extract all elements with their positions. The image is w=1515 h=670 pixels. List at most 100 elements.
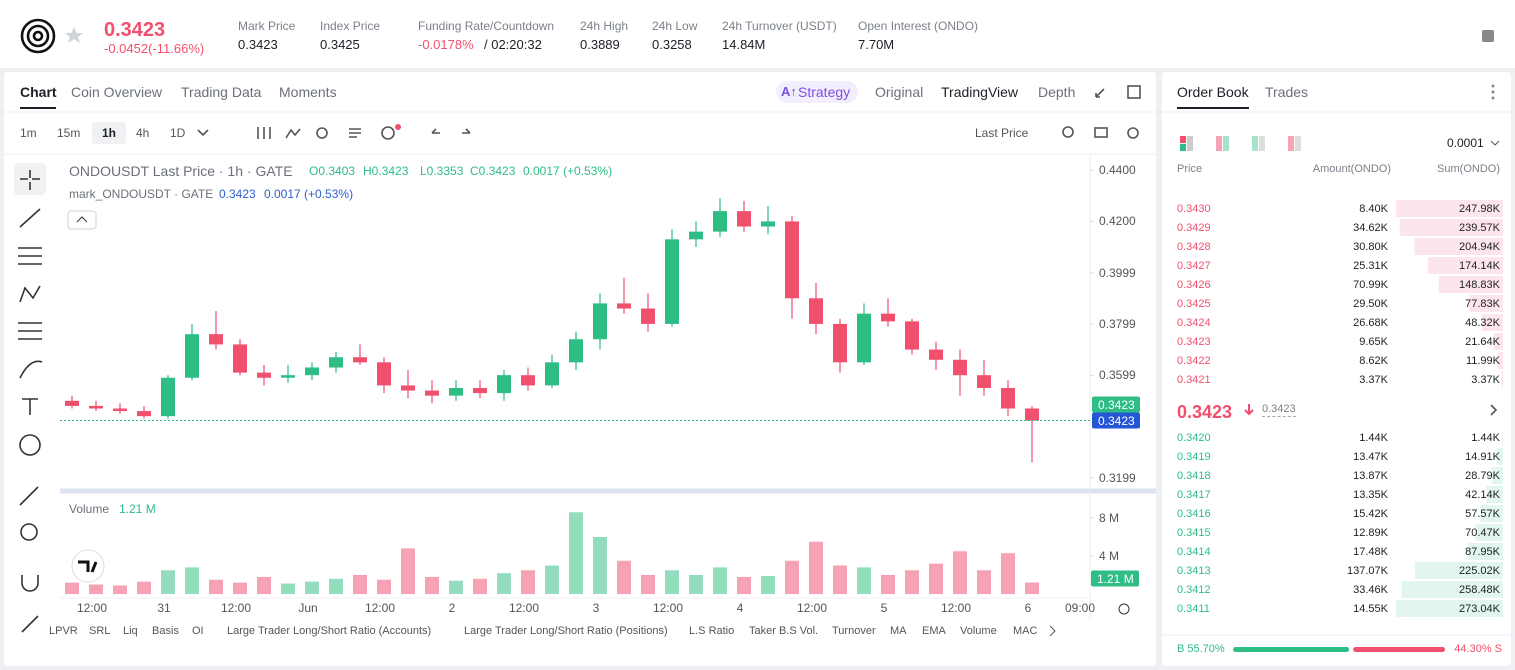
- more-icon[interactable]: [1491, 84, 1495, 100]
- volume-bar: [209, 579, 223, 594]
- view-tab[interactable]: Original: [875, 84, 924, 100]
- indicator-tab[interactable]: EMA: [922, 625, 946, 637]
- candle-body: [689, 231, 703, 240]
- ohlc-value: L0.3353: [420, 164, 464, 178]
- precision[interactable]: 0.0001: [1447, 136, 1484, 150]
- book-price[interactable]: 0.3414: [1177, 546, 1211, 558]
- book-price[interactable]: 0.3423: [1177, 336, 1211, 348]
- depth-bar: [1501, 371, 1503, 388]
- volume-bar: [257, 576, 271, 594]
- book-price[interactable]: 0.3415: [1177, 527, 1211, 539]
- book-price[interactable]: 0.3411: [1177, 603, 1210, 615]
- candle-body: [473, 387, 487, 394]
- x-tick-label: 6: [1024, 601, 1032, 615]
- indicator-tab[interactable]: OI: [192, 625, 204, 637]
- book-price[interactable]: 0.3412: [1177, 584, 1211, 596]
- volume-bar: [497, 573, 511, 594]
- book-price[interactable]: 0.3425: [1177, 298, 1211, 310]
- depth-bar: [1469, 295, 1503, 312]
- book-price[interactable]: 0.3421: [1177, 374, 1211, 386]
- chart-tab[interactable]: Moments: [279, 84, 337, 100]
- volume-tick-label: 8 M: [1099, 511, 1120, 525]
- indicator-tab[interactable]: Volume: [960, 625, 997, 637]
- interval[interactable]: 1m: [20, 126, 37, 140]
- book-price[interactable]: 0.3424: [1177, 317, 1211, 329]
- book-price[interactable]: 0.3430: [1177, 203, 1211, 215]
- x-tick-label: 12:00: [940, 601, 972, 615]
- volume-bar: [113, 585, 127, 594]
- volume-bar: [161, 570, 175, 594]
- indicator-tab[interactable]: L.S Ratio: [689, 625, 735, 637]
- candle-body: [953, 359, 967, 376]
- indicator-tab[interactable]: Large Trader Long/Short Ratio (Positions…: [464, 625, 668, 637]
- favorite-star[interactable]: [65, 27, 83, 43]
- interval[interactable]: 1h: [102, 126, 117, 140]
- book-price[interactable]: 0.3417: [1177, 489, 1211, 501]
- candle-body: [353, 357, 367, 363]
- indicator-tab[interactable]: Turnover: [832, 625, 876, 637]
- strategy-pill[interactable]: [776, 81, 858, 103]
- chart-tab[interactable]: Trading Data: [181, 84, 262, 100]
- candle-body: [1025, 408, 1039, 421]
- view-tab[interactable]: TradingView: [941, 84, 1019, 100]
- settings-icon[interactable]: [1118, 603, 1130, 615]
- indicator-tab[interactable]: Large Trader Long/Short Ratio (Accounts): [227, 625, 432, 637]
- book-price[interactable]: 0.3427: [1177, 260, 1211, 272]
- interval[interactable]: 15m: [57, 126, 81, 140]
- volume-tick-label: 4 M: [1099, 549, 1120, 563]
- volume-bar: [425, 576, 439, 594]
- interval-selected[interactable]: [92, 122, 126, 144]
- indicator-tab[interactable]: Liq: [123, 625, 138, 637]
- indicator-tab[interactable]: MA: [890, 625, 907, 637]
- interval[interactable]: 1D: [170, 126, 186, 140]
- indicator-tab[interactable]: Taker B.S Vol.: [749, 625, 819, 637]
- view-tab[interactable]: Strategy: [798, 84, 851, 100]
- book-tab[interactable]: Trades: [1265, 84, 1309, 100]
- book-price[interactable]: 0.3426: [1177, 279, 1211, 291]
- scroll-right[interactable]: [1049, 625, 1056, 637]
- drawing-tools[interactable]: [14, 163, 46, 633]
- book-amount: 1.44K: [1359, 432, 1388, 444]
- stat-value: 0.3423: [238, 37, 278, 52]
- depth-mode-icons[interactable]: [1180, 136, 1301, 151]
- menu-icon[interactable]: [1482, 30, 1494, 42]
- indicator-tab[interactable]: MACD: [1013, 625, 1037, 637]
- collapse-icon: [76, 216, 88, 223]
- collapse-button[interactable]: [67, 210, 97, 230]
- indicator-tab[interactable]: LPVR: [49, 625, 78, 637]
- indicator-tab[interactable]: SRL: [89, 625, 111, 637]
- book-sum: 174.14K: [1459, 260, 1500, 272]
- view-tab[interactable]: Depth: [1038, 84, 1076, 100]
- candle-body: [185, 334, 199, 378]
- depth-bar: [1491, 467, 1503, 484]
- candle-body: [929, 349, 943, 360]
- interval[interactable]: 4h: [136, 126, 150, 140]
- volume-bar: [929, 563, 943, 594]
- chart-tab[interactable]: Coin Overview: [71, 84, 163, 100]
- depth-bar: [1497, 448, 1503, 465]
- book-price[interactable]: 0.3422: [1177, 355, 1211, 367]
- book-price[interactable]: 0.3418: [1177, 470, 1211, 482]
- book-price[interactable]: 0.3416: [1177, 508, 1211, 520]
- depth-bar: [1396, 600, 1503, 617]
- badge-dot: [395, 124, 401, 130]
- book-price[interactable]: 0.3428: [1177, 241, 1211, 253]
- depth-bar: [1502, 429, 1503, 446]
- toolbar-icons[interactable]: [197, 85, 1141, 140]
- volume-bar: [569, 512, 583, 594]
- book-price[interactable]: 0.3413: [1177, 565, 1211, 577]
- x-tick-label: 3: [592, 601, 600, 615]
- column-header: Sum(ONDO): [1437, 163, 1500, 175]
- y-tick-label: 0.3199: [1099, 470, 1136, 485]
- expand[interactable]: [1490, 404, 1498, 416]
- price-type[interactable]: Last Price: [975, 126, 1029, 140]
- book-price[interactable]: 0.3419: [1177, 451, 1211, 463]
- precision-caret[interactable]: [1490, 140, 1500, 146]
- book-sum: 48.32K: [1465, 317, 1500, 329]
- candle-body: [257, 372, 271, 378]
- indicator-tab[interactable]: Basis: [152, 625, 179, 637]
- book-tab[interactable]: Order Book: [1177, 84, 1249, 100]
- chart-tab[interactable]: Chart: [20, 84, 57, 100]
- book-price[interactable]: 0.3420: [1177, 432, 1211, 444]
- book-price[interactable]: 0.3429: [1177, 222, 1211, 234]
